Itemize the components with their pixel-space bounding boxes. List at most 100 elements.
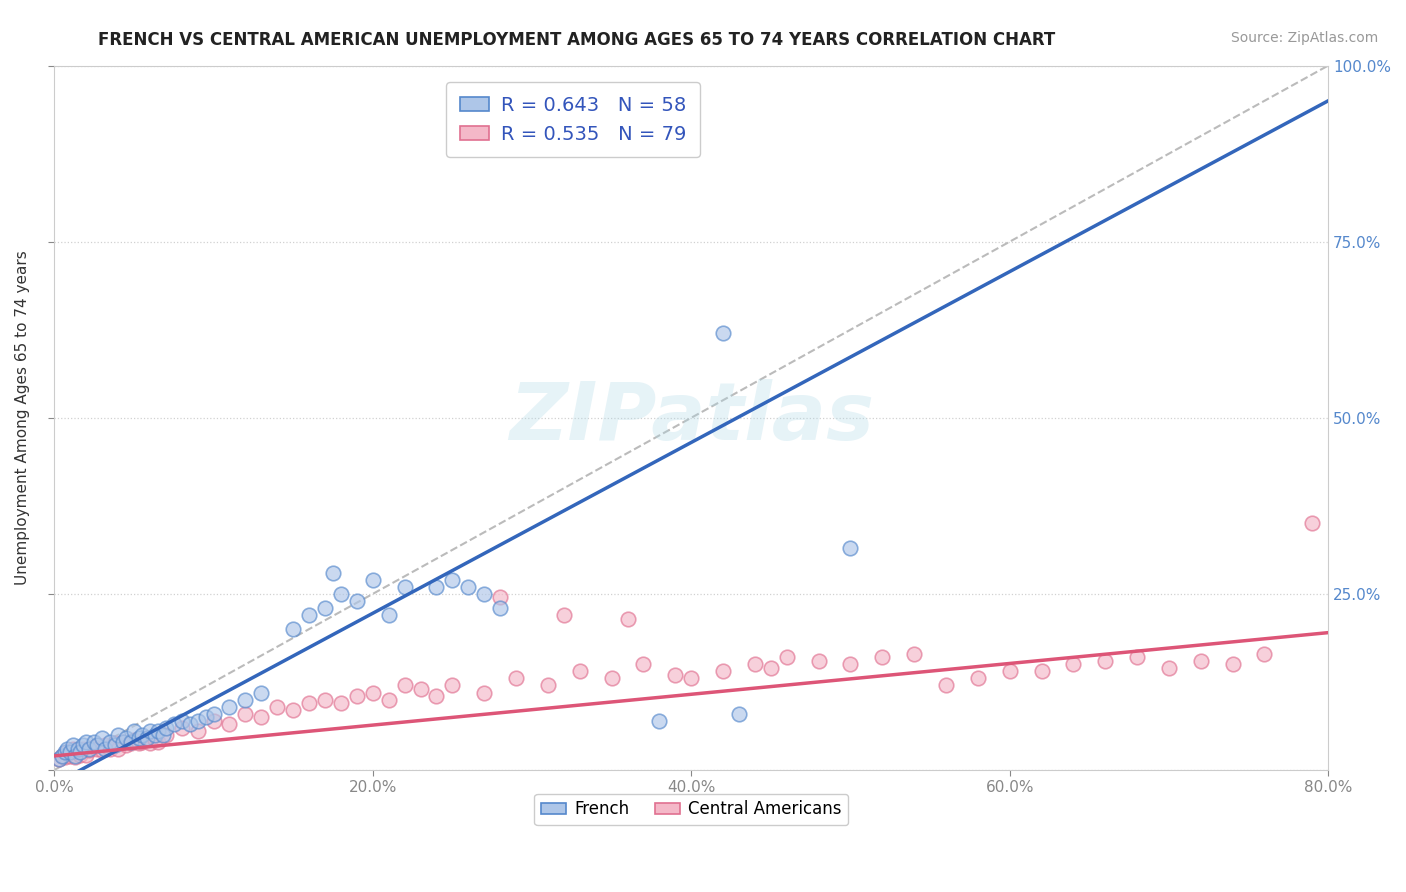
Point [69, 747, 91, 762]
Point [69, 745, 91, 759]
Point [759, 661, 782, 675]
Point [56, 742, 79, 756]
Point [139, 736, 162, 750]
Point [235, 692, 257, 706]
Point [91, 731, 114, 746]
Point [155, 721, 177, 735]
Point [250, 685, 273, 699]
Point [120, 735, 142, 749]
Point [377, 692, 399, 706]
Point [1062, 657, 1084, 672]
Point [839, 657, 862, 672]
Point [1094, 654, 1116, 668]
Point [72, 742, 94, 756]
Point [266, 699, 288, 714]
Point [425, 580, 447, 594]
Point [51, 748, 73, 763]
Point [91, 743, 114, 757]
Point [568, 665, 591, 679]
Point [107, 728, 129, 742]
Point [55, 745, 77, 759]
Point [143, 733, 166, 747]
Point [235, 706, 257, 721]
Point [143, 728, 166, 742]
Point [505, 672, 527, 686]
Point [298, 696, 321, 710]
Point [98, 742, 121, 756]
Point [425, 689, 447, 703]
Point [170, 714, 193, 728]
Point [104, 736, 127, 750]
Point [86, 739, 108, 753]
Point [146, 724, 169, 739]
Point [107, 742, 129, 756]
Point [807, 654, 830, 668]
Point [128, 731, 150, 746]
Point [59, 745, 82, 759]
Point [128, 736, 150, 750]
Point [600, 672, 623, 686]
Point [122, 733, 145, 747]
Point [314, 601, 336, 615]
Point [115, 739, 138, 753]
Point [111, 735, 134, 749]
Point [75, 735, 97, 749]
Point [553, 607, 575, 622]
Point [776, 650, 799, 665]
Point [202, 714, 225, 728]
Point [135, 731, 157, 746]
Point [155, 728, 177, 742]
Point [135, 731, 157, 746]
Point [1301, 516, 1323, 531]
Point [1253, 647, 1275, 661]
Point [314, 692, 336, 706]
Point [377, 607, 399, 622]
Point [537, 678, 560, 692]
Point [872, 650, 894, 665]
Point [104, 739, 127, 753]
Point [56, 745, 79, 759]
Point [361, 685, 384, 699]
Point [120, 736, 142, 750]
Point [1189, 654, 1212, 668]
Point [194, 710, 217, 724]
Point [51, 748, 73, 763]
Point [1126, 650, 1149, 665]
Point [633, 657, 655, 672]
Point [472, 685, 495, 699]
Point [441, 573, 464, 587]
Point [55, 750, 77, 764]
Point [98, 735, 121, 749]
Point [744, 657, 766, 672]
Text: ZIPatlas: ZIPatlas [509, 379, 873, 457]
Point [94, 739, 117, 753]
Point [202, 706, 225, 721]
Point [281, 703, 304, 717]
Point [115, 731, 138, 746]
Point [489, 601, 512, 615]
Point [394, 580, 416, 594]
Point [472, 587, 495, 601]
Point [179, 717, 201, 731]
Point [346, 689, 368, 703]
Point [903, 647, 925, 661]
Point [163, 717, 186, 731]
Point [329, 587, 352, 601]
Point [648, 714, 671, 728]
Point [329, 696, 352, 710]
Point [346, 594, 368, 608]
Point [79, 742, 101, 756]
Point [935, 678, 957, 692]
Point [67, 745, 90, 759]
Point [63, 748, 86, 763]
Point [218, 699, 240, 714]
Point [1157, 661, 1180, 675]
Point [75, 747, 97, 762]
Point [218, 717, 240, 731]
Point [441, 678, 464, 692]
Point [489, 591, 512, 605]
Point [72, 739, 94, 753]
Point [394, 678, 416, 692]
Point [998, 665, 1021, 679]
Y-axis label: Unemployment Among Ages 65 to 74 years: Unemployment Among Ages 65 to 74 years [15, 251, 30, 585]
